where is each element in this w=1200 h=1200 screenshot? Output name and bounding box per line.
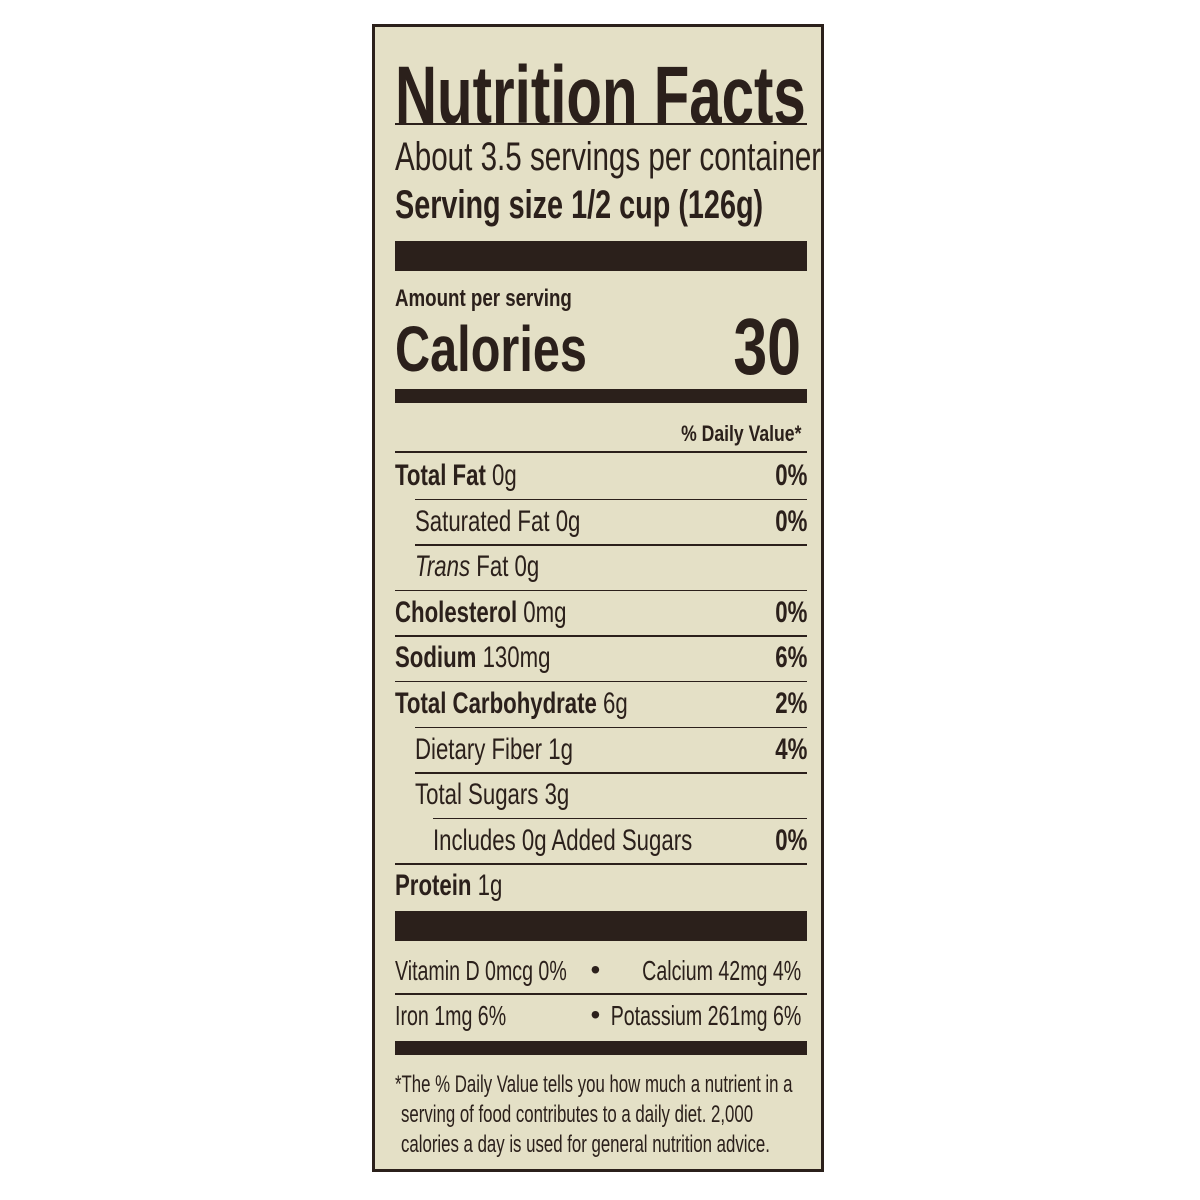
nutrient-amount: 1g bbox=[548, 732, 573, 766]
nutrient-daily-value: 4% bbox=[774, 732, 807, 766]
nutrient-daily-value: 0% bbox=[774, 595, 807, 629]
thick-divider bbox=[395, 241, 807, 271]
nutrient-label: Saturated Fat 0g bbox=[415, 504, 581, 538]
footnote-line: calories a day is used for general nutri… bbox=[401, 1131, 770, 1158]
amount-per-serving: Amount per serving bbox=[395, 285, 572, 312]
medium-divider bbox=[395, 389, 807, 403]
footnote-line: *The % Daily Value tells you how much a … bbox=[395, 1071, 793, 1098]
servings-per-container: About 3.5 servings per container bbox=[395, 135, 822, 179]
nutrient-amount: 6g bbox=[603, 687, 628, 720]
divider bbox=[395, 863, 807, 865]
nutrient-name: Cholesterol bbox=[395, 595, 518, 629]
calories-value: 30 bbox=[733, 302, 801, 391]
nutrient-daily-value: 0% bbox=[774, 504, 807, 538]
nutrient-name: Saturated Fat bbox=[415, 504, 550, 538]
serving-size: Serving size 1/2 cup (126g) bbox=[395, 185, 763, 225]
nutrient-name: Trans bbox=[415, 550, 471, 584]
potassium: Potassium 261mg 6% bbox=[610, 1000, 801, 1031]
serving-size-value: 1/2 cup (126g) bbox=[571, 183, 764, 227]
nutrient-label: Cholesterol 0mg bbox=[395, 595, 567, 629]
nutrient-amount: 0g bbox=[555, 504, 581, 538]
bullet: • bbox=[590, 999, 601, 1030]
serving-size-label: Serving size bbox=[395, 183, 564, 227]
nutrient-daily-value: 0% bbox=[774, 823, 807, 857]
iron: Iron 1mg 6% bbox=[395, 1000, 507, 1031]
nutrient-name: Protein bbox=[395, 869, 472, 903]
nutrient-name: Total Fat bbox=[395, 459, 486, 492]
nutrient-row: Total Fat 0g 0% bbox=[395, 457, 807, 500]
nutrient-label: Trans Fat 0g bbox=[415, 552, 539, 582]
divider bbox=[395, 635, 807, 637]
nutrient-daily-value: 0% bbox=[774, 459, 807, 492]
nutrient-row: Protein 1g bbox=[395, 867, 807, 907]
divider bbox=[415, 498, 807, 500]
nutrient-label: Total Fat 0g bbox=[395, 461, 517, 491]
divider bbox=[395, 123, 807, 125]
nutrient-row: Cholesterol 0mg 0% bbox=[395, 594, 807, 637]
nutrient-amount: 130mg bbox=[482, 641, 551, 675]
nutrient-label: Total Sugars 3g bbox=[415, 780, 569, 810]
bullet: • bbox=[590, 954, 601, 985]
nutrient-name: Total Sugars bbox=[415, 778, 539, 812]
nutrient-label: Total Carbohydrate 6g bbox=[395, 689, 628, 719]
thick-divider bbox=[395, 911, 807, 941]
calcium: Calcium 42mg 4% bbox=[641, 955, 801, 986]
nutrient-label: Sodium 130mg bbox=[395, 643, 550, 673]
nutrient-daily-value: 2% bbox=[774, 687, 807, 720]
divider bbox=[395, 589, 807, 592]
nutrient-amount: 0g bbox=[492, 459, 517, 492]
footnote-line: serving of food contributes to a daily d… bbox=[401, 1101, 754, 1128]
calories-label: Calories bbox=[395, 313, 587, 385]
nutrient-label: Dietary Fiber 1g bbox=[415, 732, 573, 766]
nutrient-name: Sodium bbox=[395, 641, 477, 675]
nutrient-name: Dietary Fiber bbox=[415, 732, 543, 766]
nutrient-amount: 1g bbox=[477, 869, 503, 903]
nutrient-daily-value: 6% bbox=[774, 641, 807, 675]
divider bbox=[395, 680, 807, 683]
nutrient-row: Total Sugars 3g bbox=[395, 776, 807, 820]
title: Nutrition Facts bbox=[395, 50, 806, 141]
divider bbox=[415, 726, 807, 728]
divider bbox=[395, 993, 807, 995]
nutrient-label: Includes 0g Added Sugars bbox=[433, 823, 693, 857]
nutrient-label: Protein 1g bbox=[395, 871, 502, 901]
divider bbox=[415, 772, 807, 774]
nutrient-amount: 0mg bbox=[523, 595, 567, 629]
nutrient-row: Trans Fat 0g bbox=[395, 548, 807, 592]
divider bbox=[433, 817, 807, 820]
divider bbox=[395, 451, 807, 453]
nutrient-name: Total Carbohydrate bbox=[395, 687, 597, 720]
medium-divider bbox=[395, 1041, 807, 1055]
nutrient-row: Total Carbohydrate 6g 2% bbox=[395, 685, 807, 728]
nutrient-amount: 3g bbox=[544, 778, 570, 812]
nutrient-row: Saturated Fat 0g 0% bbox=[395, 503, 807, 546]
nutrient-row: Includes 0g Added Sugars 0% bbox=[395, 822, 807, 865]
nutrition-facts-panel: Nutrition Facts About 3.5 servings per c… bbox=[372, 24, 824, 1172]
vitamin-d: Vitamin D 0mcg 0% bbox=[395, 955, 567, 986]
daily-value-header: % Daily Value* bbox=[680, 421, 801, 446]
nutrient-name: Includes 0g Added Sugars bbox=[433, 823, 693, 857]
nutrient-amount: Fat 0g bbox=[476, 550, 540, 584]
divider bbox=[415, 544, 807, 546]
nutrient-row: Dietary Fiber 1g 4% bbox=[395, 731, 807, 774]
nutrient-row: Sodium 130mg 6% bbox=[395, 639, 807, 683]
